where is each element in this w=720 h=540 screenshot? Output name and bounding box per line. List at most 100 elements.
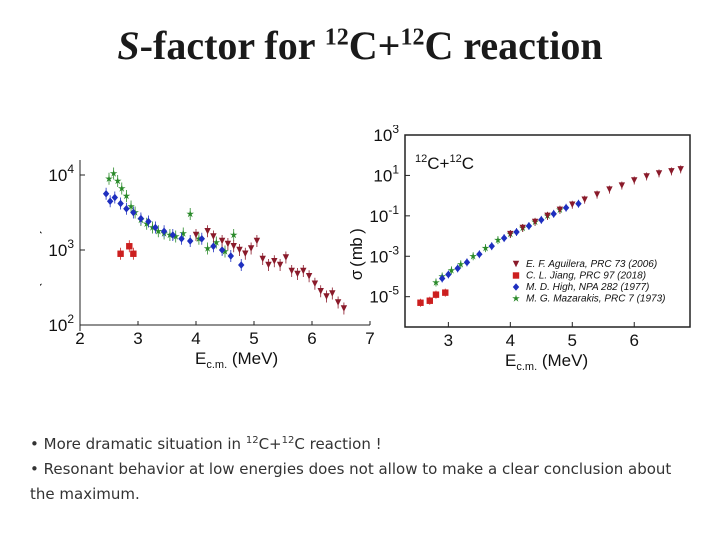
figure: 102103104234567S*(MeVb)Ec.m. (MeV)103101… — [40, 125, 691, 373]
left-data-point — [242, 250, 249, 257]
left-data-point — [224, 240, 232, 248]
left-data-point — [247, 245, 255, 252]
left-x-tick-label: 7 — [365, 329, 374, 348]
left-data-point — [218, 246, 226, 254]
left-data-point — [210, 242, 217, 251]
left-y-tick-label: 104 — [48, 162, 74, 185]
left-data-point — [323, 293, 330, 300]
left-y-axis-label-char: S — [40, 302, 42, 313]
left-data-point — [230, 243, 237, 250]
left-data-point — [127, 202, 135, 210]
bullet-1-text-c: C reaction ! — [294, 435, 382, 453]
left-data-point — [118, 184, 126, 192]
left-data-point — [106, 197, 114, 206]
right-y-axis-label-char: ( — [347, 261, 366, 267]
right-data-point — [481, 244, 490, 252]
left-y-axis-label-char: * — [40, 293, 42, 300]
right-series — [417, 288, 449, 307]
left-data-point — [329, 290, 336, 297]
right-data-point — [500, 234, 508, 242]
right-data-point — [463, 258, 471, 267]
left-data-point — [122, 192, 131, 200]
left-data-point — [204, 228, 211, 235]
right-y-axis-label-char: σ — [347, 269, 366, 280]
right-data-point — [677, 166, 684, 173]
right-data-point — [631, 177, 638, 184]
right-data-point — [538, 216, 545, 224]
left-data-point — [111, 193, 118, 202]
right-y-axis-label-char: ) — [347, 228, 366, 234]
title-sup1: 12 — [324, 24, 349, 51]
bullet-2: • Resonant behavior at low energies does… — [30, 460, 672, 503]
title-italic: S — [117, 23, 140, 68]
right-data-point — [525, 222, 533, 230]
left-data-point — [109, 169, 118, 177]
left-data-point — [282, 254, 290, 261]
right-data-point — [426, 297, 433, 304]
right-data-point — [417, 299, 424, 306]
left-data-point — [171, 232, 180, 240]
left-data-point — [130, 250, 137, 257]
right-data-point — [457, 260, 465, 268]
bullet-2-text: Resonant behavior at low energies does n… — [30, 460, 672, 503]
left-data-point — [253, 237, 261, 245]
legend-marker — [512, 283, 520, 291]
right-data-point — [562, 203, 570, 212]
left-data-point — [218, 237, 226, 245]
left-data-point — [334, 299, 342, 306]
left-data-point — [212, 238, 221, 246]
right-data-point — [544, 212, 551, 220]
left-data-point — [198, 234, 205, 243]
right-y-tick-label: 10-3 — [369, 243, 399, 266]
right-y-tick-label: 10-5 — [369, 284, 399, 307]
title-part2: C+ — [348, 23, 401, 68]
left-data-point — [276, 261, 284, 269]
left-data-point — [152, 223, 159, 232]
left-data-point — [160, 227, 168, 236]
left-data-point — [271, 258, 278, 265]
right-data-point — [513, 228, 520, 236]
left-x-tick-label: 4 — [191, 329, 200, 348]
right-data-point — [494, 236, 502, 244]
left-data-point — [179, 229, 187, 237]
left-y-tick-label: 103 — [48, 237, 74, 260]
right-x-axis-label: Ec.m. (MeV) — [505, 351, 588, 373]
left-data-point — [142, 219, 151, 227]
bullet-list: • More dramatic situation in 12C+12C rea… — [30, 428, 700, 507]
left-data-point — [123, 204, 130, 213]
right-data-point — [438, 274, 446, 283]
right-data-point — [445, 270, 452, 279]
left-data-point — [229, 231, 238, 239]
right-data-point — [593, 191, 601, 198]
left-data-point — [311, 280, 319, 287]
right-inset-label: 12C+12C — [415, 153, 474, 173]
left-data-point — [113, 177, 122, 185]
left-data-point — [130, 208, 137, 217]
left-data-point — [105, 174, 113, 182]
right-data-point — [519, 224, 526, 232]
left-x-tick-label: 2 — [75, 329, 84, 348]
right-data-point — [643, 173, 650, 180]
left-data-point — [288, 267, 295, 275]
slide-title: S-factor for 12C+12C reaction — [0, 22, 720, 69]
bullet-1-sup1: 12 — [245, 435, 259, 446]
left-y-tick-label: 102 — [48, 312, 74, 335]
right-x-tick-label: 4 — [506, 331, 515, 350]
bullet-1-text-b: C+ — [258, 435, 282, 453]
bullet-1-sup2: 12 — [281, 435, 295, 446]
left-data-point — [227, 252, 234, 260]
title-part3: C reaction — [424, 23, 603, 68]
legend-label: E. F. Aguilera, PRC 73 (2006) — [526, 259, 657, 270]
right-data-point — [618, 182, 626, 189]
right-data-point — [550, 210, 557, 218]
right-data-point — [668, 168, 675, 175]
left-y-axis-label-char: ) — [40, 228, 42, 234]
right-series — [507, 165, 684, 239]
left-series — [105, 167, 238, 258]
right-data-point — [442, 289, 449, 296]
left-x-axis-label: Ec.m. (MeV) — [195, 349, 278, 371]
left-data-point — [102, 189, 110, 198]
left-data-point — [117, 199, 124, 208]
left-series — [117, 240, 137, 260]
left-data-point — [186, 210, 194, 218]
